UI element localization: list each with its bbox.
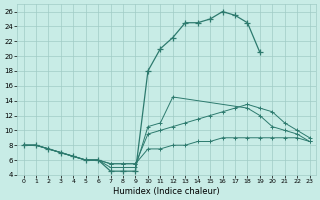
X-axis label: Humidex (Indice chaleur): Humidex (Indice chaleur) [113, 187, 220, 196]
